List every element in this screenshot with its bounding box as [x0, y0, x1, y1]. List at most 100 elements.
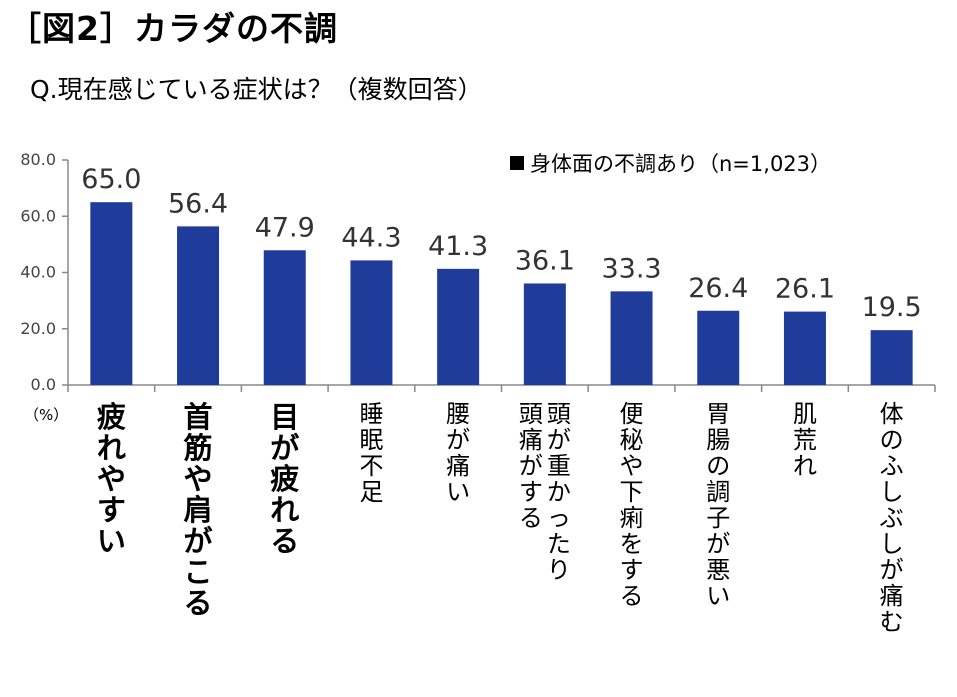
bar — [177, 226, 220, 385]
category-label-char: が — [706, 530, 730, 558]
category-label-char: り — [547, 556, 571, 584]
data-label: 41.3 — [428, 231, 488, 262]
category-label-char: る — [620, 582, 644, 610]
category-label-char: 秘 — [620, 426, 644, 454]
category-label-char: が — [270, 431, 299, 465]
category-label-char: 子 — [706, 504, 730, 532]
category-label-char: た — [547, 530, 571, 558]
y-tick-label: 0.0 — [31, 375, 56, 394]
category-label-char: 肌 — [793, 400, 817, 428]
category-label-char: が — [519, 452, 543, 480]
category-label-char: し — [880, 478, 904, 506]
category-label-char: れ — [97, 431, 126, 465]
category-label-char: 痛 — [880, 582, 904, 610]
y-tick-label: 80.0 — [20, 150, 56, 169]
category-label-char: 悪 — [706, 556, 730, 584]
y-tick-label: 40.0 — [20, 263, 56, 282]
bar — [263, 250, 306, 385]
category-label-char: 目 — [270, 400, 299, 434]
category-label-char: が — [446, 426, 470, 454]
category-label-char: 調 — [706, 478, 730, 506]
category-label-char: 痛 — [446, 452, 470, 480]
bar — [437, 268, 480, 385]
category-label-char: 疲 — [97, 400, 126, 434]
category-label-char: ぶ — [880, 504, 904, 532]
bar — [610, 291, 653, 385]
y-unit-label: （%） — [24, 406, 69, 424]
bars — [90, 202, 913, 385]
data-label: 19.5 — [862, 292, 922, 323]
category-label-char: や — [184, 462, 213, 496]
chart-subtitle: Q.現在感じている症状は？（複数回答） — [30, 75, 483, 104]
category-label-char: の — [880, 426, 904, 454]
data-labels: 65.0 56.4 47.9 44.3 41.3 36.1 33.3 26.4 26.1 19.5 — [81, 164, 921, 323]
category-label-char: れ — [793, 452, 817, 480]
category-label-char: が — [184, 524, 213, 558]
bar — [783, 311, 826, 385]
category-label-char: 重 — [547, 452, 571, 480]
category-label-char: 首 — [184, 400, 213, 434]
category-label-char: 足 — [359, 478, 383, 506]
legend-label: 身体面の不調あり（n=1,023） — [530, 152, 832, 176]
category-label-char: か — [547, 478, 571, 506]
category-label-char: 痛 — [519, 426, 543, 454]
y-tick-label: 20.0 — [20, 319, 56, 338]
category-label-char: 荒 — [793, 426, 817, 454]
category-label-char: れ — [270, 493, 299, 527]
category-label-char: い — [706, 582, 730, 610]
category-label-char: 頭 — [547, 400, 571, 428]
data-label: 65.0 — [81, 164, 141, 195]
category-label-char: が — [547, 426, 571, 454]
category-label-char: こ — [184, 555, 213, 589]
category-label-char: す — [97, 493, 126, 527]
bar — [90, 202, 133, 385]
category-label-char: や — [620, 452, 644, 480]
category-label-char: る — [519, 504, 543, 532]
legend-swatch — [510, 156, 524, 170]
category-label-char: し — [880, 530, 904, 558]
category-label-char: ふ — [880, 452, 904, 480]
bar — [697, 310, 740, 385]
category-labels: 疲れやすい首筋や肩がこる目が疲れる睡眠不足腰が痛い頭が重かったり頭痛がする便秘や… — [97, 400, 904, 636]
category-label-char: 腸 — [706, 426, 730, 454]
data-label: 36.1 — [515, 245, 575, 276]
category-label-char: 疲 — [270, 462, 299, 496]
category-label-char: 頭 — [519, 400, 543, 428]
category-label-char: い — [97, 524, 126, 558]
category-label-char: 腰 — [446, 400, 470, 428]
category-label-char: す — [620, 556, 644, 584]
data-label: 26.4 — [688, 273, 748, 304]
category-label-char: す — [519, 478, 543, 506]
category-label-char: 体 — [880, 400, 904, 428]
category-label-char: が — [880, 556, 904, 584]
category-label-char: む — [880, 608, 904, 636]
category-label-char: の — [706, 452, 730, 480]
bar — [870, 330, 913, 385]
data-label: 33.3 — [601, 253, 661, 284]
category-label-char: っ — [547, 504, 571, 532]
data-label: 26.1 — [775, 274, 835, 305]
category-label-char: る — [270, 524, 299, 558]
bar — [350, 260, 393, 385]
bar — [523, 283, 566, 385]
category-label-char: を — [620, 530, 644, 558]
data-label: 44.3 — [341, 222, 401, 253]
category-label-char: 肩 — [184, 493, 213, 527]
category-label-char: 痢 — [620, 504, 644, 532]
category-label-char: 便 — [620, 400, 644, 428]
category-label-char: 胃 — [706, 400, 730, 428]
category-label-char: 眠 — [359, 426, 383, 454]
category-label-char: 不 — [359, 452, 383, 480]
chart-title: ［図2］カラダの不調 — [8, 9, 338, 48]
category-label-char: や — [97, 462, 126, 496]
legend: 身体面の不調あり（n=1,023） — [510, 148, 831, 178]
data-label: 47.9 — [255, 212, 315, 243]
category-label-char: い — [446, 478, 470, 506]
category-label-char: 下 — [620, 478, 644, 506]
category-label-char: 睡 — [359, 400, 383, 428]
category-label-char: る — [184, 586, 213, 620]
y-tick-label: 60.0 — [20, 206, 56, 225]
category-label-char: 筋 — [184, 431, 213, 465]
data-label: 56.4 — [168, 188, 228, 219]
